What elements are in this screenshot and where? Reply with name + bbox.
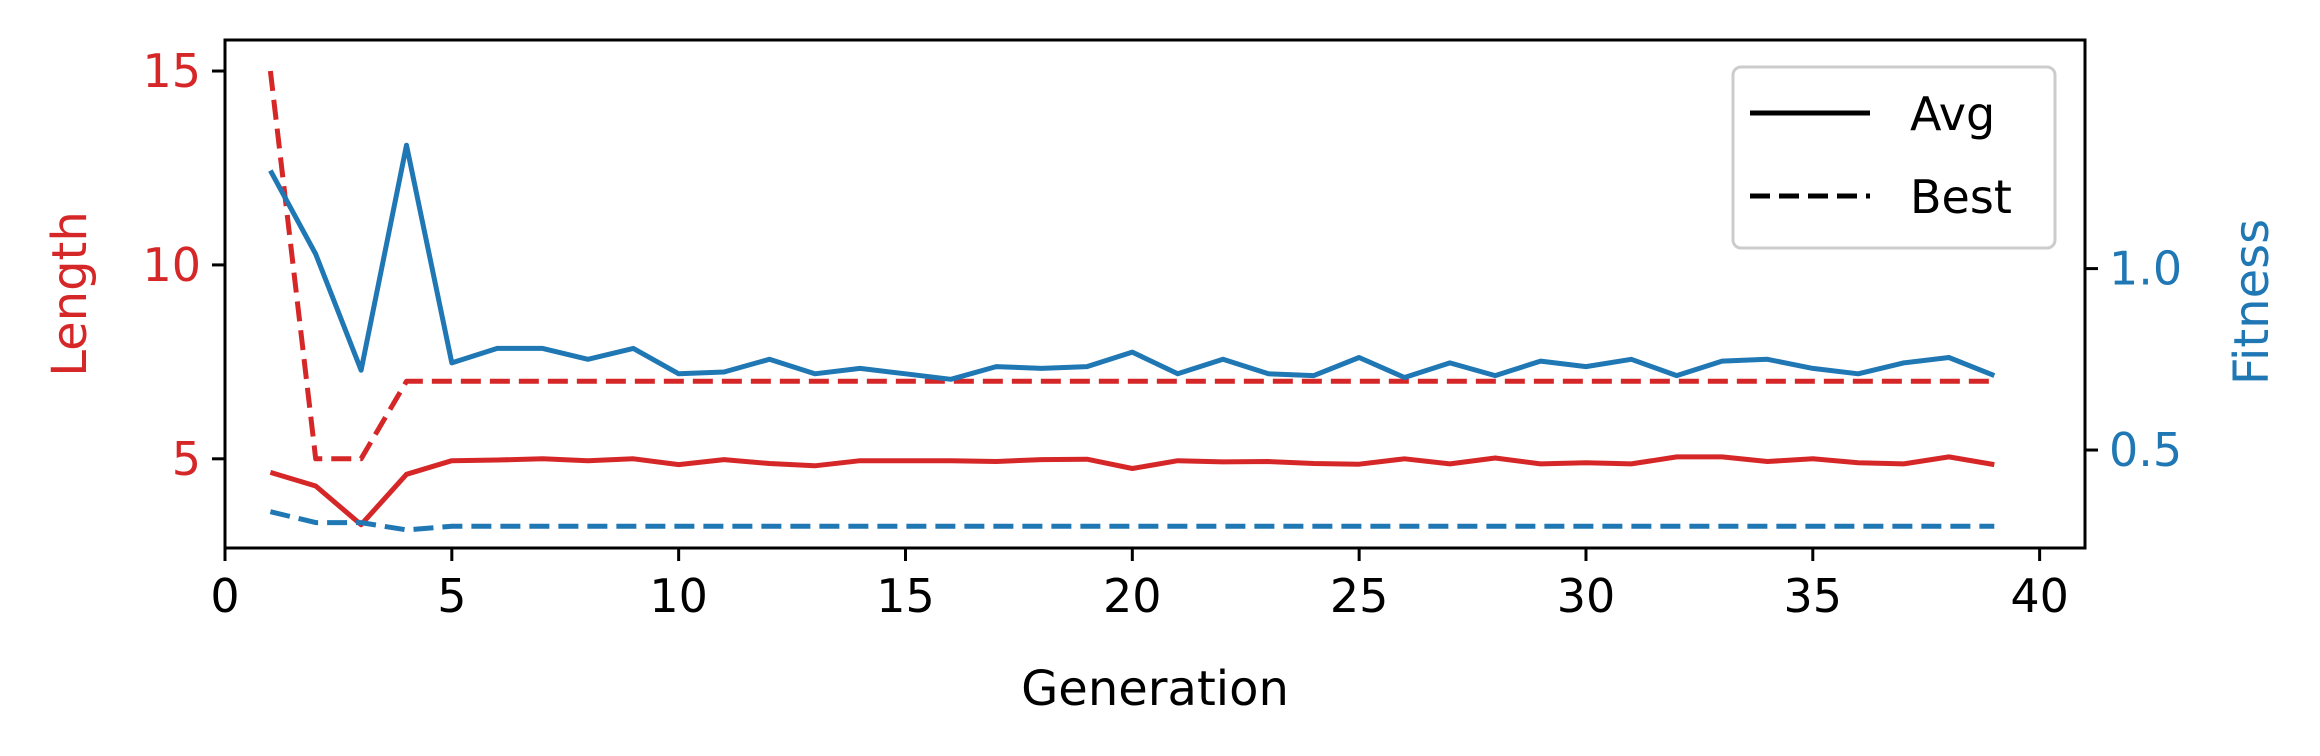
y-axis-left-label: Length bbox=[42, 211, 98, 377]
x-tick-label: 40 bbox=[2010, 569, 2069, 623]
x-axis-label: Generation bbox=[1021, 661, 1289, 717]
series-layer bbox=[267, 70, 1996, 533]
x-tick-label: 10 bbox=[649, 569, 708, 623]
x-tick-label: 0 bbox=[210, 569, 239, 623]
fitness-avg-line bbox=[268, 142, 1996, 382]
legend-best-label: Best bbox=[1910, 170, 2012, 224]
x-tick-label: 35 bbox=[1784, 569, 1843, 623]
plot-frame bbox=[223, 38, 2087, 550]
length-best-line bbox=[267, 70, 1995, 462]
y-left-tick-label: 5 bbox=[172, 432, 201, 486]
y-left-tick-label: 10 bbox=[142, 238, 201, 292]
y-right-tick-label: 1.0 bbox=[2109, 242, 2182, 296]
x-tick-label: 15 bbox=[876, 569, 935, 623]
legend-avg-label: Avg bbox=[1910, 87, 1995, 141]
x-axis: 0 5 10 15 20 25 30 35 40 bbox=[210, 548, 2069, 623]
legend: Avg Best bbox=[1731, 65, 2057, 250]
y-axis-left: 5 10 15 bbox=[142, 44, 225, 486]
x-tick-label: 5 bbox=[437, 569, 466, 623]
x-tick-label: 30 bbox=[1557, 569, 1616, 623]
x-tick-label: 20 bbox=[1103, 569, 1162, 623]
fitness-best-line bbox=[269, 509, 1995, 533]
y-axis-right: 0.5 1.0 bbox=[2085, 242, 2182, 477]
length-avg-line bbox=[269, 454, 1995, 528]
x-tick-label: 25 bbox=[1330, 569, 1389, 623]
y-right-tick-label: 0.5 bbox=[2109, 423, 2182, 477]
y-left-tick-label: 15 bbox=[142, 44, 201, 98]
y-axis-right-label: Fitness bbox=[2224, 219, 2280, 385]
